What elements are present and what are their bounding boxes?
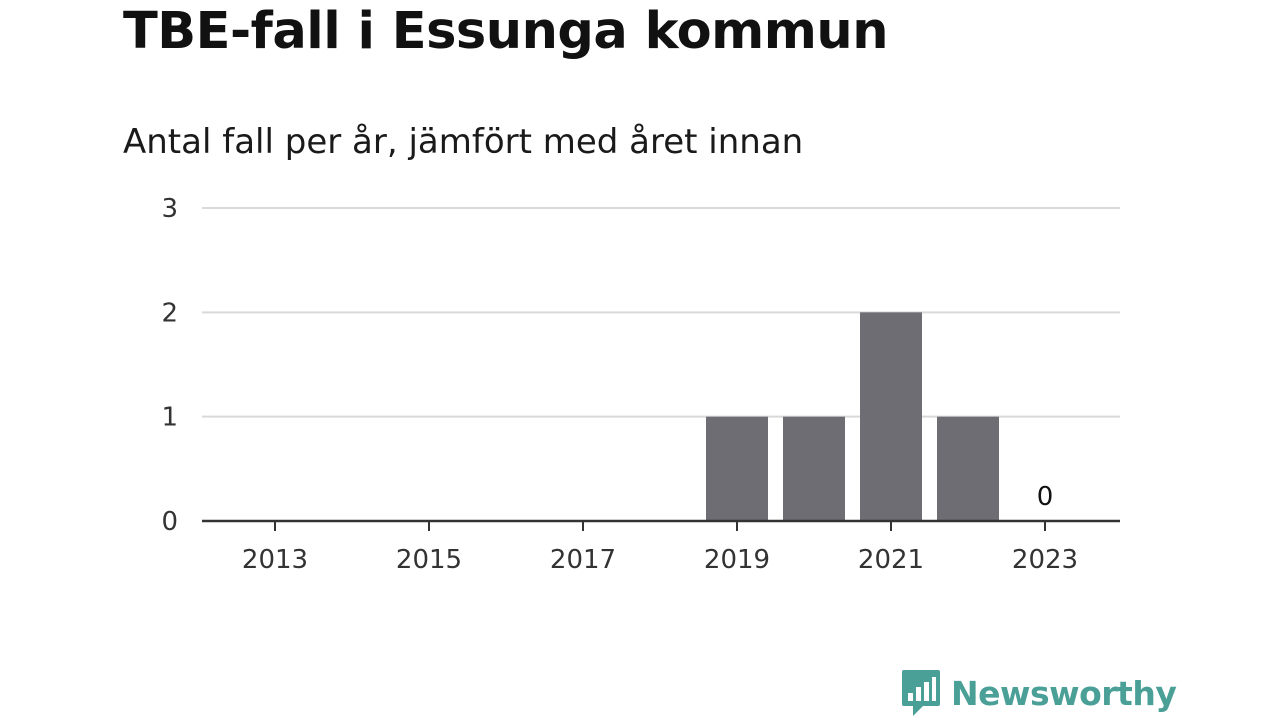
- bars: [706, 312, 999, 521]
- bar-chart-speech-bubble-icon: [902, 670, 940, 716]
- x-tick-label: 2017: [550, 545, 616, 575]
- bar-2020: [783, 416, 845, 521]
- brand-logo: Newsworthy: [901, 668, 1177, 718]
- brand-name: Newsworthy: [951, 673, 1177, 713]
- y-tick-label: 0: [161, 507, 178, 537]
- labels: 0 1 2 3 2013 2015 2017 2019 2021 2023 0: [161, 194, 1078, 575]
- bar-2022: [937, 416, 999, 521]
- y-tick-label: 1: [161, 403, 178, 433]
- x-tick-label: 2013: [242, 545, 308, 575]
- data-label: 0: [1037, 482, 1054, 512]
- bar-chart: 0 1 2 3 2013 2015 2017 2019 2021 2023 0: [161, 194, 1120, 575]
- x-tick-label: 2021: [858, 545, 924, 575]
- bar-2021: [860, 312, 922, 521]
- x-tick-label: 2019: [704, 545, 770, 575]
- bar-2019: [706, 416, 768, 521]
- y-tick-label: 3: [161, 194, 178, 224]
- x-tick-label: 2023: [1012, 545, 1078, 575]
- x-tick-label: 2015: [396, 545, 462, 575]
- y-tick-label: 2: [161, 298, 178, 328]
- chart-title: TBE-fall i Essunga kommun: [123, 2, 889, 61]
- axes: [202, 519, 1120, 531]
- gridlines: [202, 207, 1120, 418]
- chart-subtitle: Antal fall per år, jämfört med året inna…: [123, 122, 804, 162]
